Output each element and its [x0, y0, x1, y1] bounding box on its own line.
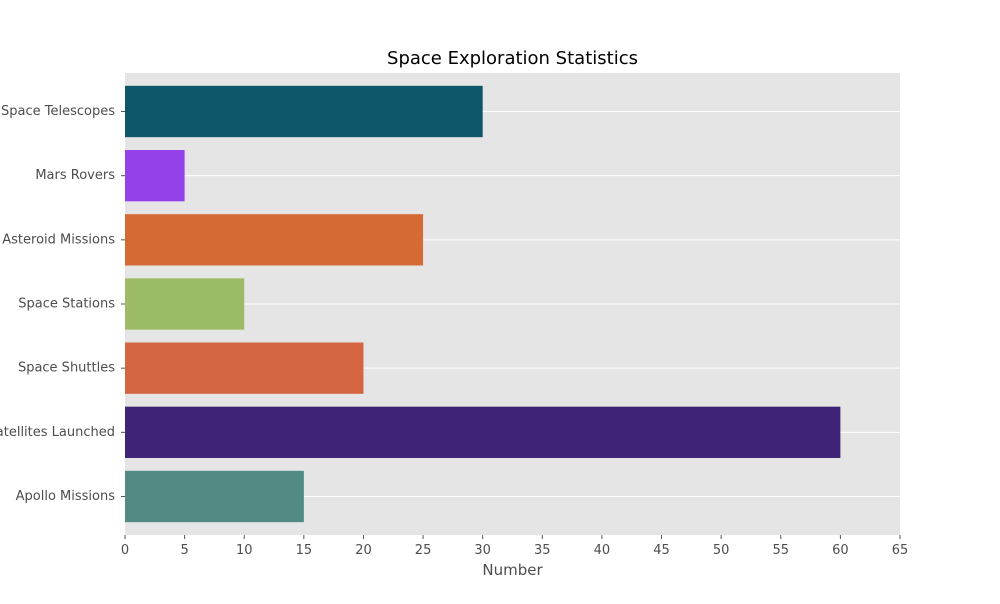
y-tick-label: Space Stations: [18, 297, 115, 312]
bar-space-telescopes: [125, 85, 483, 138]
x-tick-label: 0: [121, 543, 129, 558]
x-tick-label: 15: [296, 543, 313, 558]
bar-satellites-launched: [125, 406, 841, 458]
y-tick-label: Space Shuttles: [18, 361, 115, 376]
x-tick-label: 45: [653, 543, 670, 558]
x-tick-label: 30: [474, 543, 491, 558]
x-tick-label: 10: [236, 543, 253, 558]
bar-apollo-missions: [125, 470, 304, 523]
y-tick-label: Asteroid Missions: [2, 232, 115, 247]
x-tick-label: 40: [594, 543, 611, 558]
x-axis-label: Number: [482, 561, 543, 579]
y-axis-ticks: Apollo Missions Satellites Launched Space …: [0, 104, 125, 504]
x-tick-label: 65: [892, 543, 909, 558]
x-tick-label: 50: [713, 543, 730, 558]
y-tick-label: Space Telescopes: [1, 104, 115, 119]
x-axis-ticks: 0 5 10 15 20 25 30 35 40 45 50 55 60 65: [121, 535, 908, 558]
chart-title: Space Exploration Statistics: [387, 48, 638, 69]
bars: [125, 85, 841, 523]
y-tick-label: Mars Rovers: [35, 168, 115, 183]
x-tick-label: 35: [534, 543, 551, 558]
x-tick-label: 25: [415, 543, 432, 558]
x-tick-label: 60: [832, 543, 849, 558]
bar-space-stations: [125, 278, 245, 330]
y-tick-label: Satellites Launched: [0, 425, 115, 440]
bar-space-shuttles: [125, 342, 364, 394]
y-tick-label: Apollo Missions: [16, 489, 116, 504]
x-tick-label: 55: [772, 543, 789, 558]
bar-mars-rovers: [125, 150, 185, 202]
x-tick-label: 5: [180, 543, 188, 558]
bar-asteroid-missions: [125, 214, 424, 266]
x-tick-label: 20: [355, 543, 372, 558]
